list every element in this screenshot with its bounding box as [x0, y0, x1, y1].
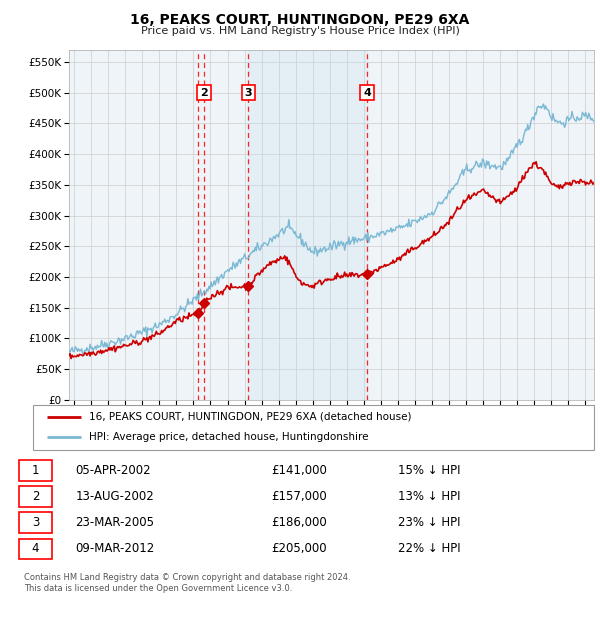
Text: 13-AUG-2002: 13-AUG-2002 [76, 490, 154, 503]
Text: 4: 4 [363, 87, 371, 97]
Text: 23-MAR-2005: 23-MAR-2005 [76, 516, 154, 529]
Text: 16, PEAKS COURT, HUNTINGDON, PE29 6XA (detached house): 16, PEAKS COURT, HUNTINGDON, PE29 6XA (d… [89, 412, 412, 422]
Text: £157,000: £157,000 [271, 490, 327, 503]
FancyBboxPatch shape [19, 512, 52, 533]
Text: 2: 2 [32, 490, 40, 503]
Text: 13% ↓ HPI: 13% ↓ HPI [398, 490, 460, 503]
Text: 23% ↓ HPI: 23% ↓ HPI [398, 516, 460, 529]
Text: HPI: Average price, detached house, Huntingdonshire: HPI: Average price, detached house, Hunt… [89, 432, 368, 443]
Bar [248, 50, 367, 400]
FancyBboxPatch shape [33, 405, 594, 450]
Text: 22% ↓ HPI: 22% ↓ HPI [398, 542, 461, 556]
Text: 2: 2 [200, 87, 208, 97]
FancyBboxPatch shape [19, 539, 52, 559]
Text: Price paid vs. HM Land Registry's House Price Index (HPI): Price paid vs. HM Land Registry's House … [140, 26, 460, 36]
Text: 09-MAR-2012: 09-MAR-2012 [76, 542, 155, 556]
Text: Contains HM Land Registry data © Crown copyright and database right 2024.
This d: Contains HM Land Registry data © Crown c… [24, 574, 350, 593]
Text: £186,000: £186,000 [271, 516, 327, 529]
Text: £205,000: £205,000 [271, 542, 327, 556]
Text: 15% ↓ HPI: 15% ↓ HPI [398, 464, 460, 477]
Text: 4: 4 [32, 542, 40, 556]
Text: 3: 3 [32, 516, 40, 529]
Text: 05-APR-2002: 05-APR-2002 [76, 464, 151, 477]
Text: £141,000: £141,000 [271, 464, 327, 477]
Text: 16, PEAKS COURT, HUNTINGDON, PE29 6XA: 16, PEAKS COURT, HUNTINGDON, PE29 6XA [130, 13, 470, 27]
FancyBboxPatch shape [19, 460, 52, 481]
Text: 3: 3 [245, 87, 252, 97]
FancyBboxPatch shape [19, 486, 52, 507]
Text: 1: 1 [32, 464, 40, 477]
